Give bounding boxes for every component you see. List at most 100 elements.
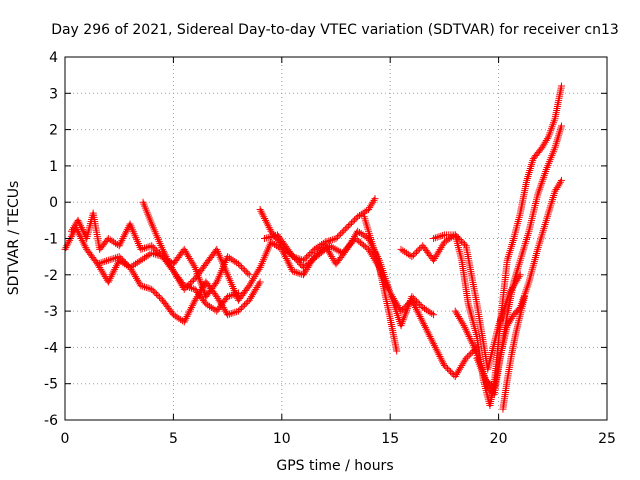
data-point — [165, 258, 173, 266]
data-point — [167, 262, 175, 270]
y-tick-label: -3 — [44, 304, 58, 320]
data-point — [348, 236, 356, 244]
data-point — [107, 273, 115, 281]
data-point — [152, 290, 160, 298]
data-point — [155, 251, 163, 259]
data-point — [431, 234, 439, 242]
data-point — [135, 278, 143, 286]
data-point — [202, 300, 210, 308]
data-point — [353, 229, 361, 237]
data-point — [421, 323, 429, 331]
data-point — [133, 259, 141, 267]
data-point — [109, 269, 117, 277]
data-point — [112, 264, 120, 272]
data-point — [168, 265, 176, 273]
data-point — [106, 236, 114, 244]
data-point — [140, 244, 148, 252]
data-point — [429, 338, 437, 346]
grid — [65, 57, 607, 420]
data-point — [227, 291, 235, 299]
data-point — [161, 251, 169, 259]
data-point — [463, 329, 471, 337]
data-point — [224, 293, 232, 301]
data-point — [451, 372, 459, 380]
data-point — [433, 347, 441, 355]
data-point — [361, 208, 369, 216]
data-point — [117, 238, 125, 246]
data-point — [366, 204, 374, 212]
data-point — [468, 338, 476, 346]
data-point — [378, 273, 386, 281]
data-point — [120, 233, 128, 241]
data-point — [357, 230, 365, 238]
data-point — [225, 310, 233, 318]
data-point — [551, 187, 559, 195]
data-point — [384, 284, 392, 292]
data-point — [241, 301, 249, 309]
data-point — [302, 267, 310, 275]
data-point — [410, 300, 418, 308]
data-point — [256, 205, 264, 213]
data-point — [284, 258, 292, 266]
data-point — [335, 231, 343, 239]
data-point — [288, 251, 296, 259]
series-track-l — [473, 176, 565, 391]
series-track-d — [139, 198, 264, 304]
data-point — [294, 269, 302, 277]
data-point — [108, 271, 116, 279]
data-point — [101, 273, 109, 281]
data-point — [346, 240, 354, 248]
data-point — [142, 244, 150, 252]
data-point — [77, 224, 85, 232]
data-point — [247, 278, 255, 286]
y-tick-label: 1 — [49, 159, 58, 175]
data-point — [557, 82, 565, 90]
data-point — [414, 246, 422, 254]
data-point — [254, 267, 262, 275]
data-point — [229, 309, 237, 317]
data-point — [117, 254, 125, 262]
data-point — [334, 233, 342, 241]
data-point — [77, 222, 85, 230]
data-point — [299, 256, 307, 264]
data-point — [436, 352, 444, 360]
data-point — [411, 302, 419, 310]
data-point — [392, 298, 400, 306]
data-point — [435, 233, 443, 241]
data-point — [106, 274, 114, 282]
data-point — [413, 307, 421, 315]
data-point — [70, 224, 78, 232]
data-point — [349, 235, 357, 242]
y-axis-label: SDTVAR / TECUs — [6, 181, 22, 296]
data-point — [367, 202, 375, 210]
data-point — [285, 260, 293, 268]
data-point — [456, 365, 464, 373]
data-point — [80, 229, 88, 237]
data-point — [430, 256, 438, 264]
data-point — [426, 308, 434, 316]
data-point — [97, 259, 105, 267]
data-point — [414, 309, 422, 317]
data-point — [389, 294, 397, 302]
data-point — [388, 293, 396, 301]
data-point — [134, 276, 142, 284]
data-point — [415, 311, 423, 319]
data-point — [65, 238, 73, 246]
data-point — [422, 325, 430, 333]
data-point — [187, 303, 195, 311]
data-point — [106, 256, 114, 264]
data-point — [338, 228, 346, 236]
data-point — [252, 285, 260, 293]
data-point — [149, 243, 157, 251]
data-point — [394, 302, 402, 310]
data-point — [148, 249, 156, 257]
data-point — [418, 316, 426, 324]
data-point — [135, 257, 143, 265]
data-point — [318, 245, 326, 253]
data-point — [260, 213, 268, 221]
data-point — [144, 284, 152, 292]
data-point — [400, 304, 408, 312]
data-point — [452, 309, 460, 317]
data-point — [262, 216, 270, 224]
data-point — [66, 236, 74, 244]
